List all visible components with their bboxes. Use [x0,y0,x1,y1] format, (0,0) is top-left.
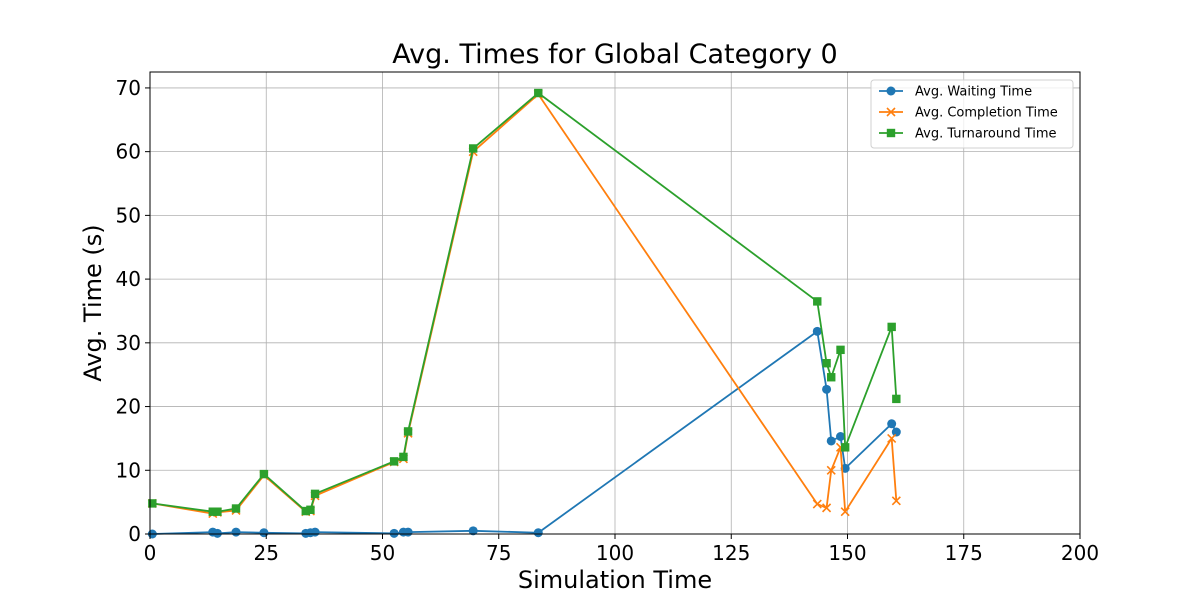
data-point [813,297,822,306]
data-point [533,528,543,538]
data-point [403,527,413,537]
legend-label: Avg. Waiting Time [915,85,1032,100]
x-tick-label: 125 [712,541,750,565]
y-tick-label: 70 [116,76,141,100]
legend-label: Avg. Turnaround Time [915,127,1057,142]
series-line [152,93,898,515]
data-point [310,527,320,537]
legend-marker [886,128,896,138]
data-point [208,507,217,516]
data-point [389,457,399,466]
data-point [892,394,901,404]
data-point [822,359,831,368]
data-point [231,527,241,537]
data-point [468,144,478,153]
x-tick-label: 0 [144,541,157,565]
data-point [148,499,157,508]
x-axis-label: Simulation Time [518,566,712,594]
series-layer [147,88,901,539]
x-tick-label: 150 [828,541,866,565]
x-tick-label: 75 [486,541,511,565]
series-avg-turnaround-time [148,88,901,516]
y-tick-label: 10 [116,458,141,482]
data-point [887,433,897,443]
legend-marker [886,107,896,117]
legend-label: Avg. Completion Time [915,106,1058,121]
series-avg-waiting-time [147,326,901,539]
data-point [812,326,822,336]
data-point [212,528,222,538]
legend-box [870,79,1074,149]
data-point [389,528,399,538]
data-point [259,528,269,538]
y-tick-label: 20 [116,395,141,419]
data-point [822,384,832,394]
y-axis-label: Avg. Time (s) [79,224,107,381]
data-point [310,489,320,499]
data-point [213,507,222,516]
y-tick-label: 50 [116,203,141,227]
x-tick-label: 175 [945,541,983,565]
x-tick-label: 100 [596,541,634,565]
y-tick-label: 0 [128,522,141,546]
legend-entry-avg-waiting-time: Avg. Waiting Time [879,85,1032,100]
data-point [534,88,543,98]
data-point [840,443,850,452]
data-point [403,427,413,436]
legend-entry-avg-completion-time: Avg. Completion Time [879,106,1058,121]
x-tick-label: 50 [370,541,395,565]
data-point [891,427,901,437]
data-point [840,507,850,517]
data-point [259,469,269,479]
legend-marker [886,86,896,96]
x-tick-label: 25 [254,541,279,565]
legend: Avg. Waiting Time Avg. Completion Time Avg… [870,79,1074,149]
data-point [827,373,836,382]
y-tick-label: 40 [116,267,141,291]
data-point [836,345,845,355]
data-point [887,419,897,429]
data-point [836,432,846,442]
data-point [306,505,315,514]
data-point [891,496,901,506]
series-avg-completion-time [147,89,901,519]
data-point [399,452,408,462]
data-point [887,322,896,332]
x-tick-label: 200 [1061,541,1099,565]
data-point [812,499,822,509]
data-point [301,506,310,516]
ticks: 0 25 50 75 100 125 150 175 200 0 10 20 30 40 50 60 70 [116,76,1100,565]
legend-entry-avg-turnaround-time: Avg. Turnaround Time [879,127,1057,142]
data-point [468,526,478,536]
y-tick-label: 30 [116,331,141,355]
y-tick-label: 60 [116,140,141,164]
data-point [822,503,832,513]
chart-title: Avg. Times for Global Category 0 [392,39,837,70]
data-point [231,504,241,513]
data-point [826,465,836,475]
series-line [152,330,898,535]
series-line [152,92,898,513]
data-point [826,436,836,446]
